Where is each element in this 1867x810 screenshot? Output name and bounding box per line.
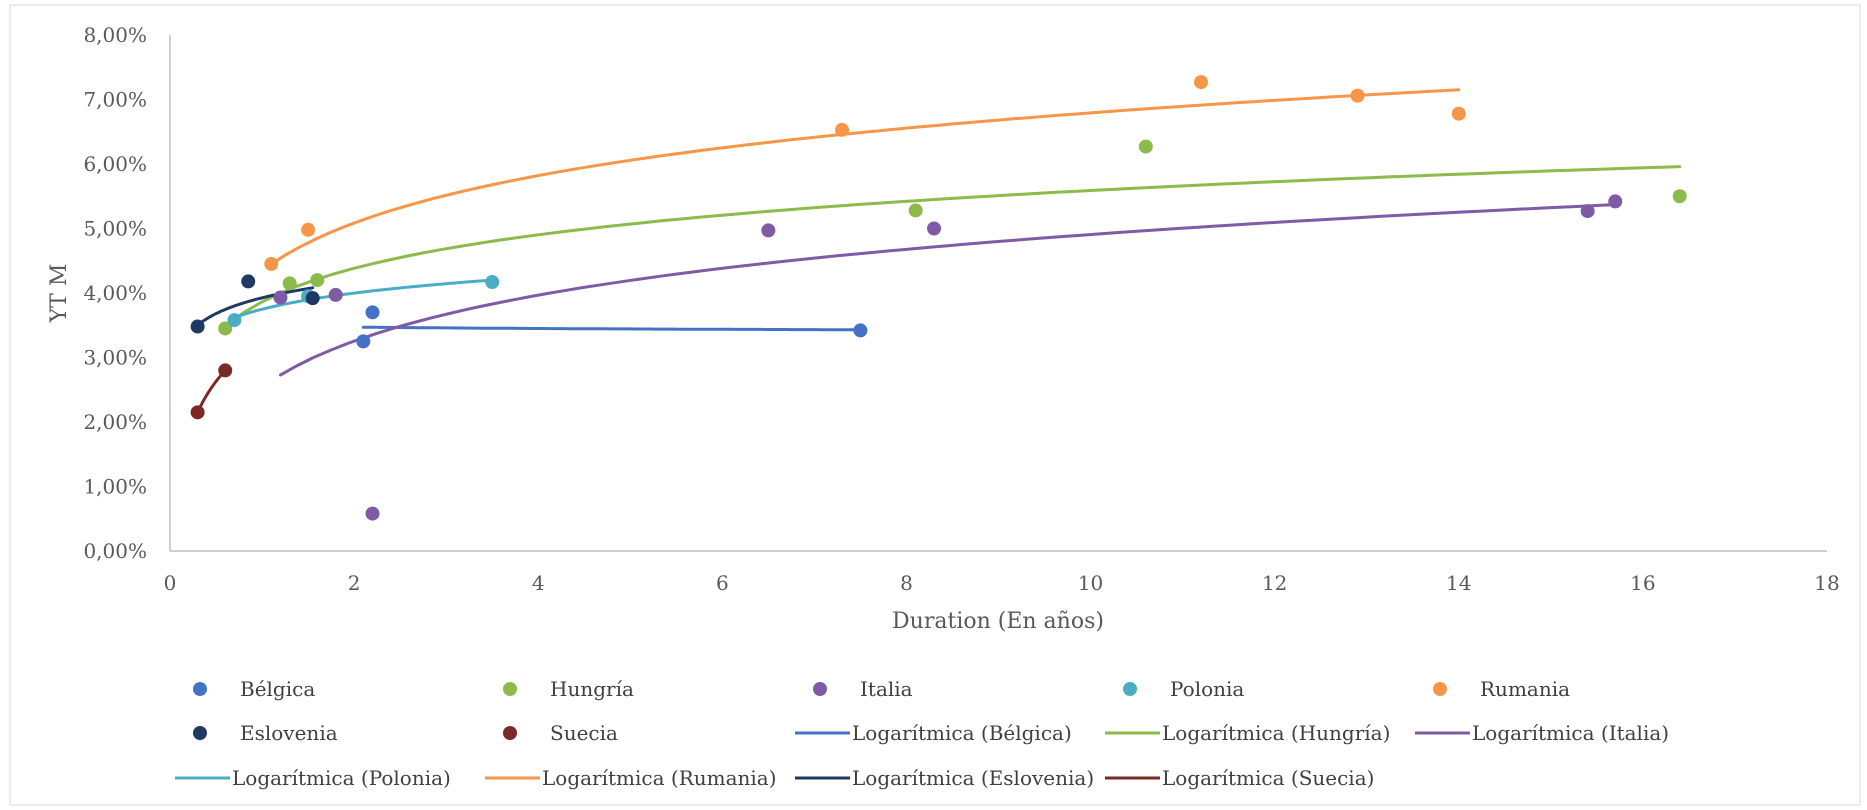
trendline-hungria (223, 165, 1682, 328)
trendlines (196, 88, 1682, 414)
point-italia (365, 506, 380, 521)
legend-marker (503, 682, 517, 696)
legend-marker (193, 682, 207, 696)
legend-label: Logarítmica (Polonia) (232, 766, 451, 790)
legend-label: Hungría (550, 677, 634, 701)
legend-marker (193, 726, 207, 740)
y-tick-label: 6,00% (83, 152, 147, 176)
y-tick-label: 0,00% (83, 539, 147, 563)
legend-entry-logaritmica-rumania: Logarítmica (Rumania) (485, 766, 777, 790)
point-belgica (853, 323, 868, 338)
legend-label: Logarítmica (Suecia) (1162, 766, 1374, 790)
y-tick-label: 4,00% (83, 281, 147, 305)
y-tick-labels: 0,00% 1,00% 2,00% 3,00% 4,00% 5,00% 6,00% 7,00%… (83, 23, 147, 563)
legend-marker (1433, 682, 1447, 696)
point-italia (328, 287, 343, 302)
point-eslovenia (190, 319, 205, 334)
legend-label: Logarítmica (Rumania) (542, 766, 777, 790)
trendline-polonia (232, 278, 494, 319)
point-italia (1608, 194, 1623, 209)
point-suecia (190, 405, 205, 420)
point-italia (273, 290, 288, 305)
legend-entry-logaritmica-polonia: Logarítmica (Polonia) (175, 766, 451, 790)
chart-frame (9, 4, 1861, 806)
y-tick-label: 1,00% (83, 475, 147, 499)
data-points (190, 75, 1687, 521)
point-eslovenia (305, 291, 320, 306)
point-hungria (1672, 189, 1687, 204)
x-tick-label: 0 (164, 571, 177, 595)
legend-entry-italia: Italia (813, 677, 913, 701)
legend-label: Suecia (550, 721, 618, 745)
legend-marker (503, 726, 517, 740)
point-rumania (835, 122, 850, 137)
legend-entry-logaritmica-suecia: Logarítmica (Suecia) (1105, 766, 1374, 790)
legend-label: Eslovenia (240, 721, 338, 745)
legend-marker (1123, 682, 1137, 696)
y-tick-label: 2,00% (83, 410, 147, 434)
point-rumania (301, 222, 316, 237)
legend-entry-rumania: Rumania (1433, 677, 1570, 701)
trendline-eslovenia (196, 286, 315, 327)
point-eslovenia (241, 274, 256, 289)
y-tick-label: 7,00% (83, 88, 147, 112)
y-tick-label: 5,00% (83, 217, 147, 241)
y-axis-title: YT M (47, 264, 72, 324)
legend-entry-suecia: Suecia (503, 721, 618, 745)
legend-entry-logaritmica-italia: Logarítmica (Italia) (1415, 721, 1669, 745)
point-polonia (227, 313, 242, 328)
legend-label: Italia (860, 677, 913, 701)
legend-label: Bélgica (240, 677, 315, 701)
point-rumania (1451, 106, 1466, 121)
point-rumania (1194, 75, 1209, 90)
point-polonia (485, 275, 500, 290)
trendline-belgica (361, 325, 862, 332)
x-tick-labels: 0 2 4 6 8 10 12 14 16 18 (164, 571, 1840, 595)
point-rumania (264, 256, 279, 271)
point-suecia (218, 363, 233, 378)
legend-entry-logaritmica-hungria: Logarítmica (Hungría) (1105, 721, 1390, 745)
point-belgica (365, 305, 380, 320)
x-tick-label: 4 (532, 571, 545, 595)
legend-marker (813, 682, 827, 696)
trendline-italia (279, 203, 1617, 377)
point-italia (761, 223, 776, 238)
legend-label: Logarítmica (Eslovenia) (852, 766, 1094, 790)
y-tick-label: 8,00% (83, 23, 147, 47)
legend-label: Logarítmica (Italia) (1472, 721, 1669, 745)
point-hungria (218, 321, 233, 336)
x-tick-label: 8 (900, 571, 913, 595)
x-tick-label: 10 (1078, 571, 1103, 595)
point-rumania (1350, 88, 1365, 103)
point-hungria (310, 273, 325, 288)
legend-label: Polonia (1170, 677, 1244, 701)
y-tick-label: 3,00% (83, 346, 147, 370)
x-tick-label: 2 (348, 571, 361, 595)
x-tick-label: 12 (1262, 571, 1287, 595)
point-italia (1580, 204, 1595, 219)
legend-entry-belgica: Bélgica (193, 677, 315, 701)
legend-label: Logarítmica (Hungría) (1162, 721, 1390, 745)
point-hungria (1138, 139, 1153, 154)
point-belgica (356, 334, 371, 349)
legend-label: Rumania (1480, 677, 1570, 701)
legend: Bélgica Hungría Italia Polonia Rumania Eslove… (175, 677, 1669, 790)
x-tick-label: 6 (716, 571, 729, 595)
x-axis-title: Duration (En años) (892, 609, 1104, 634)
legend-entry-eslovenia: Eslovenia (193, 721, 338, 745)
legend-entry-logaritmica-eslovenia: Logarítmica (Eslovenia) (795, 766, 1094, 790)
legend-label: Logarítmica (Bélgica) (852, 721, 1072, 745)
point-hungria (282, 276, 297, 291)
legend-entry-hungria: Hungría (503, 677, 634, 701)
point-hungria (908, 203, 923, 218)
legend-entry-logaritmica-belgica: Logarítmica (Bélgica) (795, 721, 1072, 745)
x-tick-label: 14 (1446, 571, 1471, 595)
legend-entry-polonia: Polonia (1123, 677, 1244, 701)
x-tick-label: 18 (1814, 571, 1839, 595)
trendline-rumania (269, 88, 1461, 266)
x-tick-label: 16 (1630, 571, 1655, 595)
point-italia (927, 221, 942, 236)
